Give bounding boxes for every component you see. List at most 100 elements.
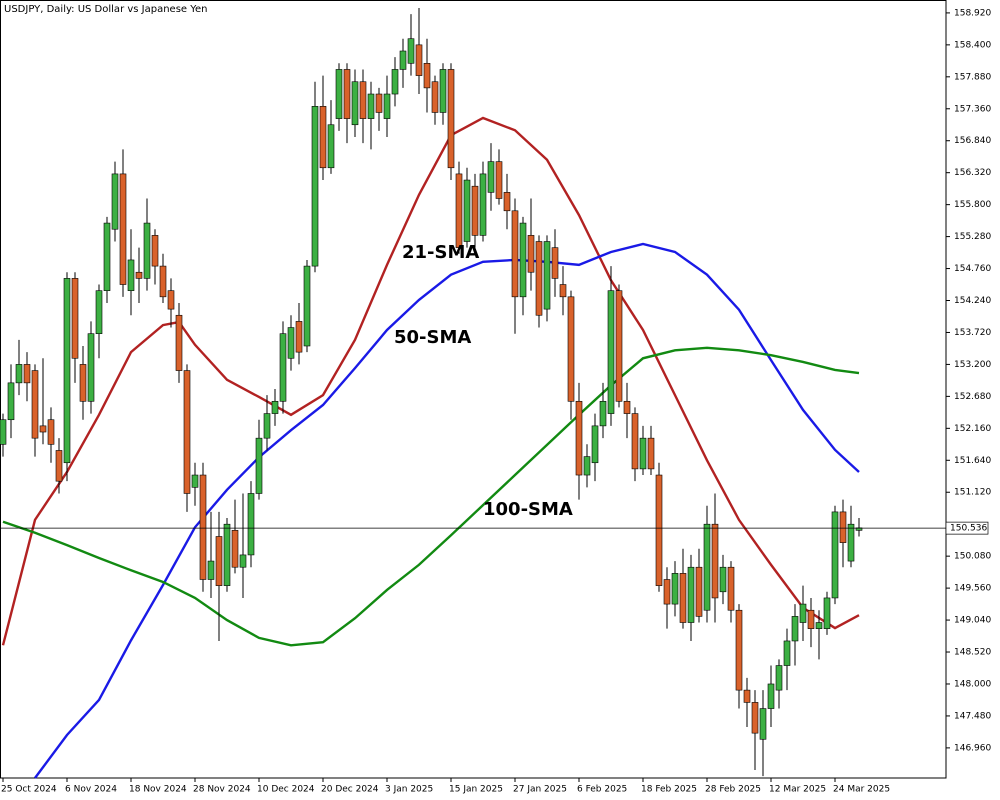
bear-candle-body <box>663 579 671 605</box>
bear-candle-body <box>295 321 303 353</box>
bear-candle-body <box>319 106 327 169</box>
sma-line <box>34 242 860 779</box>
bear-candle-body <box>431 81 439 113</box>
y-tick-label: 155.280 <box>954 232 991 242</box>
y-tick-label: 146.960 <box>954 743 991 753</box>
bear-candle-body <box>695 566 703 617</box>
bear-candle-body <box>231 530 239 568</box>
bull-candle-body <box>327 124 335 169</box>
y-tick-label: 150.080 <box>954 552 991 562</box>
bear-candle-body <box>807 609 815 629</box>
bull-candle-body <box>191 474 199 488</box>
bear-candle-body <box>119 173 127 285</box>
bull-candle-body <box>759 708 767 740</box>
bear-candle-body <box>623 400 631 414</box>
x-tick-label: 28 Nov 2024 <box>193 785 251 795</box>
bear-candle-body <box>839 511 847 543</box>
bear-candle-body <box>455 173 463 248</box>
y-tick-label: 152.160 <box>954 424 991 434</box>
bull-candle-body <box>351 81 359 126</box>
bull-candle-body <box>591 425 599 464</box>
sma-label: 21-SMA <box>402 242 479 263</box>
bear-candle-body <box>679 573 687 623</box>
bull-candle-body <box>263 413 271 439</box>
bull-candle-body <box>703 523 711 611</box>
bull-candle-body <box>367 93 375 119</box>
x-tick-label: 6 Nov 2024 <box>65 785 117 795</box>
bear-candle-body <box>415 44 423 76</box>
sma-label: 100-SMA <box>483 499 573 520</box>
bear-candle-body <box>503 192 511 212</box>
bear-candle-body <box>735 609 743 691</box>
bull-candle-body <box>127 259 135 291</box>
x-tick-label: 18 Nov 2024 <box>129 785 187 795</box>
y-tick-label: 151.640 <box>954 456 991 466</box>
y-tick-label: 154.240 <box>954 296 991 306</box>
bear-candle-body <box>575 400 583 476</box>
bull-candle-body <box>439 69 447 113</box>
bull-candle-body <box>823 597 831 629</box>
bear-candle-body <box>527 235 535 273</box>
bear-candle-body <box>727 566 735 611</box>
x-tick-label: 3 Jan 2025 <box>385 785 433 795</box>
y-tick-label: 158.920 <box>954 8 991 18</box>
bear-candle-body <box>71 278 79 359</box>
bull-candle-body <box>719 566 727 593</box>
bull-candle-body <box>799 603 807 623</box>
bear-candle-body <box>631 413 639 470</box>
bear-candle-body <box>79 364 87 402</box>
bear-candle-body <box>159 265 167 298</box>
bear-candle-body <box>495 161 503 199</box>
bull-candle-body <box>303 265 311 347</box>
bull-candle-body <box>639 437 647 470</box>
bear-candle-body <box>167 290 175 310</box>
bull-candle-body <box>247 493 255 556</box>
x-tick-label: 20 Dec 2024 <box>321 785 379 795</box>
y-tick-label: 157.360 <box>954 104 991 114</box>
bull-candle-body <box>87 333 95 402</box>
bear-candle-body <box>135 271 143 279</box>
bear-candle-body <box>751 702 759 734</box>
bull-candle-body <box>207 560 215 580</box>
y-tick-label: 148.000 <box>954 679 991 689</box>
y-tick-label: 151.120 <box>954 488 991 498</box>
bull-candle-body <box>831 511 839 599</box>
bull-candle-body <box>335 69 343 119</box>
bear-candle-body <box>31 370 39 439</box>
sma-line <box>1 116 860 646</box>
bear-candle-body <box>447 69 455 169</box>
bear-candle-body <box>199 474 207 580</box>
bear-candle-body <box>55 450 63 482</box>
x-tick-label: 12 Mar 2025 <box>769 785 826 795</box>
x-tick-label: 27 Jan 2025 <box>513 785 567 795</box>
bear-candle-body <box>511 210 519 298</box>
bear-candle-body <box>359 81 367 119</box>
bear-candle-body <box>343 69 351 119</box>
bull-candle-body <box>791 616 799 642</box>
bear-candle-body <box>151 235 159 267</box>
sma-label: 50-SMA <box>394 327 471 348</box>
y-tick-label: 155.800 <box>954 200 991 210</box>
bear-candle-body <box>559 284 567 298</box>
bull-candle-body <box>7 382 15 421</box>
bull-candle-body <box>687 566 695 623</box>
bull-candle-body <box>239 554 247 568</box>
bull-candle-body <box>0 419 7 445</box>
bear-candle-body <box>647 437 655 470</box>
bull-candle-body <box>815 622 823 629</box>
bull-candle-body <box>223 523 231 586</box>
y-tick-label: 153.200 <box>954 360 991 370</box>
bear-candle-body <box>471 185 479 236</box>
bull-candle-body <box>111 173 119 230</box>
bull-candle-body <box>63 278 71 464</box>
current-price-box <box>945 521 989 535</box>
bear-candle-body <box>743 689 751 703</box>
bull-candle-body <box>103 222 111 291</box>
bull-candle-body <box>407 38 415 64</box>
bull-candle-body <box>543 241 551 310</box>
y-tick-label: 149.040 <box>954 616 991 626</box>
x-tick-label: 18 Feb 2025 <box>641 785 697 795</box>
x-tick-label: 28 Feb 2025 <box>705 785 761 795</box>
